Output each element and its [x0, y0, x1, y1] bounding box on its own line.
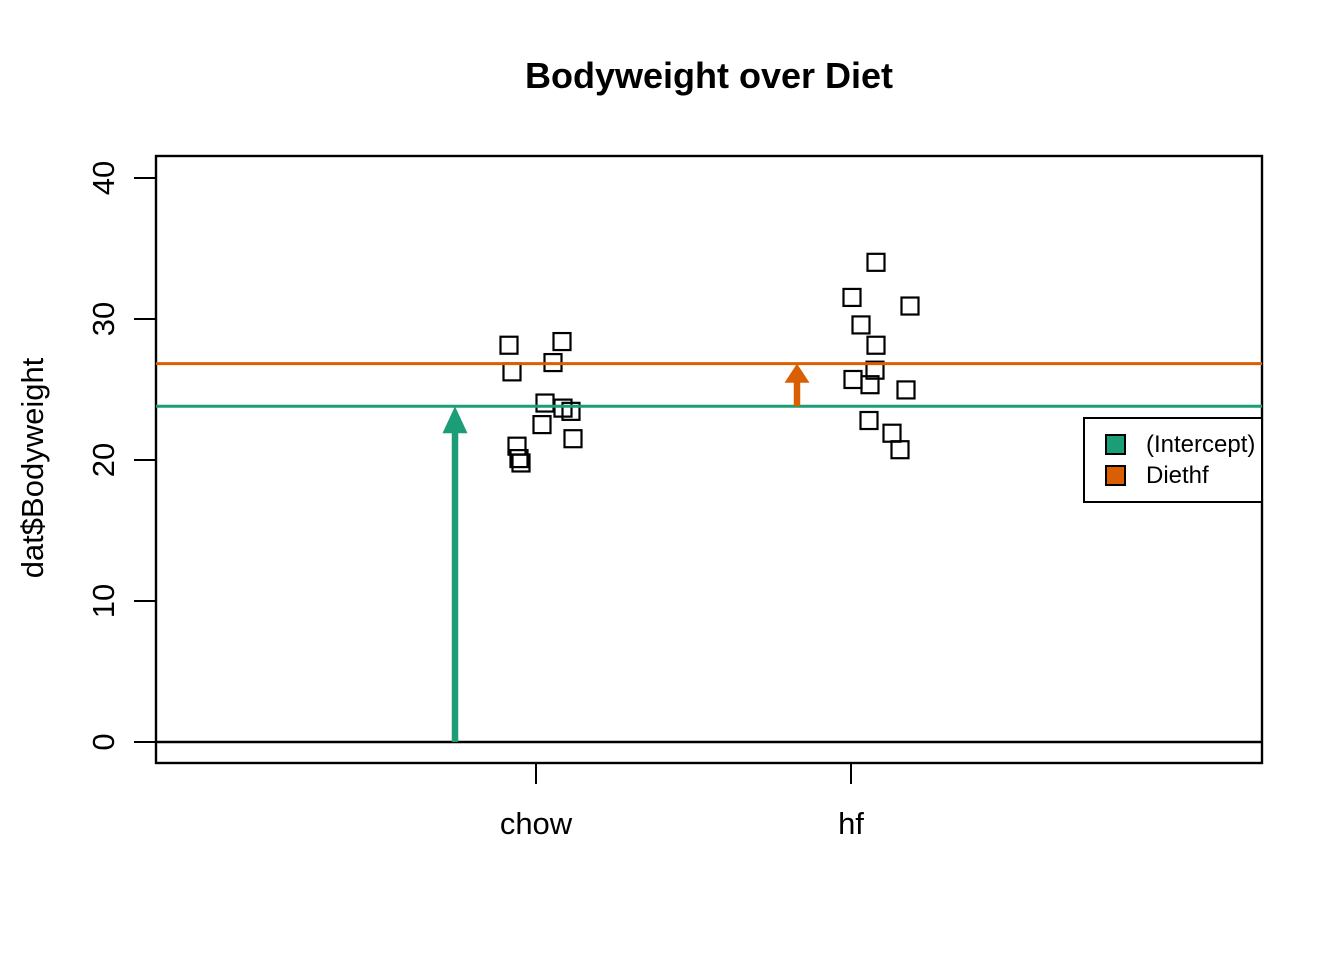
data-point-hf	[882, 423, 902, 443]
legend-row-intercept: (Intercept)	[1105, 430, 1261, 458]
data-point-hf	[896, 380, 916, 400]
data-point-chow	[563, 429, 583, 449]
y-tick-label: 0	[86, 733, 121, 751]
data-point-chow	[552, 331, 572, 352]
legend-box: (Intercept) Diethf	[1083, 417, 1263, 503]
diethf-swatch-icon	[1105, 465, 1126, 486]
data-point-chow	[502, 362, 522, 382]
intercept-swatch-icon	[1105, 434, 1126, 455]
fit-lines	[156, 362, 1262, 744]
data-point-chow	[535, 393, 555, 413]
data-point-hf	[890, 440, 910, 460]
data-point-hf	[866, 335, 886, 355]
chart-title: Bodyweight over Diet	[524, 55, 894, 96]
y-tick-label: 40	[86, 160, 121, 196]
x-tick-label-hf: hf	[838, 806, 864, 841]
y-tick-label: 10	[86, 583, 121, 619]
data-point-chow	[532, 415, 552, 435]
data-point-chow	[511, 453, 531, 473]
y-tick-label: 20	[86, 442, 121, 478]
legend-label-diethf: Diethf	[1146, 461, 1209, 489]
coefficient-arrows	[442, 363, 810, 742]
data-point-hf	[843, 369, 863, 390]
diethf-arrow-head-icon	[784, 363, 810, 383]
data-point-hf	[851, 315, 871, 335]
data-point-hf	[865, 360, 885, 380]
x-tick-label-chow: chow	[499, 806, 573, 841]
legend-label-intercept: (Intercept)	[1146, 430, 1256, 458]
data-point-chow	[561, 401, 581, 421]
data-point-chow	[509, 448, 529, 469]
y-axis-title: dat$Bodyweight	[15, 357, 50, 579]
data-point-hf	[866, 252, 886, 272]
legend-row-diethf: Diethf	[1105, 461, 1261, 489]
data-point-hf	[900, 296, 920, 316]
data-point-hf	[860, 375, 880, 395]
data-point-chow	[499, 335, 519, 355]
intercept-arrow-head-icon	[442, 406, 468, 434]
axis-ticks	[134, 177, 852, 784]
y-tick-label: 30	[86, 301, 121, 337]
data-point-hf	[859, 410, 879, 431]
data-point-hf	[842, 287, 862, 308]
